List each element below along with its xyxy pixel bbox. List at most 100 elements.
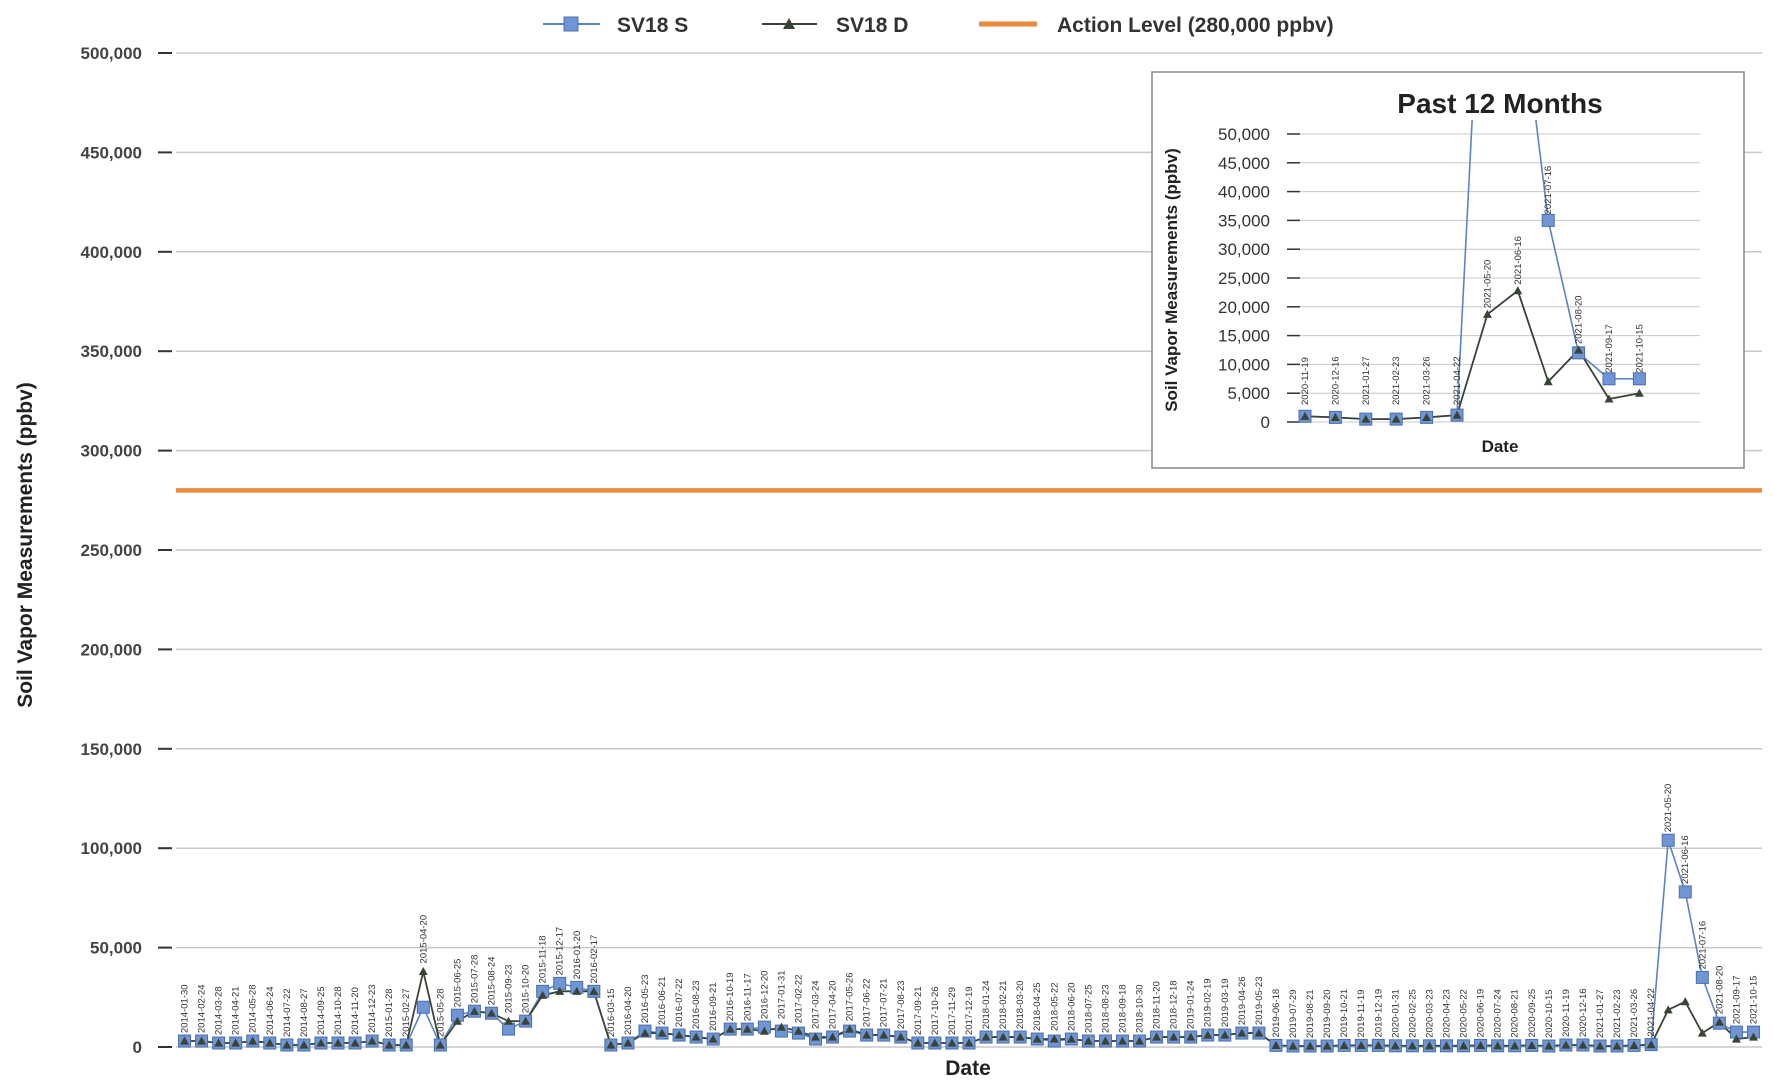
inset-sv18s-point — [1541, 213, 1555, 227]
main-date-label: 2018-09-18 — [1117, 984, 1128, 1033]
series-sv18d-point — [214, 1038, 224, 1047]
main-date-label: 2019-08-21 — [1305, 989, 1316, 1038]
series-sv18d-point — [1152, 1032, 1162, 1041]
series-sv18d-point — [282, 1040, 292, 1049]
series-sv18d-point — [811, 1032, 821, 1041]
inset-y-tick-label: 20,000 — [1218, 298, 1270, 317]
inset-sv18d-point — [1361, 414, 1371, 423]
main-date-label: 2018-12-18 — [1169, 980, 1180, 1029]
series-sv18d-point — [674, 1030, 684, 1039]
series-sv18d-point — [469, 1006, 479, 1015]
series-sv18d-point — [793, 1026, 803, 1035]
main-date-label: 2017-03-24 — [811, 980, 822, 1029]
main-date-label: 2015-10-20 — [521, 965, 532, 1014]
main-date-label: 2017-05-26 — [845, 972, 856, 1021]
series-sv18d-point — [725, 1024, 735, 1033]
inset-y-tick-label: 10,000 — [1218, 355, 1270, 374]
inset-date-label: 2020-12-16 — [1330, 356, 1341, 405]
series-sv18d-point — [1015, 1032, 1025, 1041]
main-date-label: 2017-10-26 — [930, 986, 941, 1035]
main-date-label: 2015-12-17 — [555, 927, 566, 976]
main-date-label: 2016-06-21 — [657, 976, 668, 1025]
main-y-tick-label: 350,000 — [81, 342, 142, 361]
series-sv18d-point — [418, 966, 428, 976]
inset-sv18s-point — [1602, 372, 1616, 386]
main-date-label: 2017-09-21 — [913, 986, 924, 1035]
series-sv18d-point — [1169, 1032, 1179, 1041]
main-y-tick-label: 250,000 — [81, 541, 142, 560]
main-y-tick-label: 0 — [133, 1038, 142, 1057]
main-date-label: 2014-03-28 — [214, 986, 225, 1035]
series-sv18d-point — [1493, 1041, 1503, 1050]
series-sv18s-point — [1678, 885, 1692, 899]
main-date-label: 2019-12-19 — [1373, 989, 1384, 1038]
main-date-label: 2018-03-20 — [1015, 980, 1026, 1029]
series-sv18d-point — [248, 1036, 258, 1045]
main-date-label: 2020-04-23 — [1442, 989, 1453, 1038]
series-sv18d-point — [1578, 1040, 1588, 1049]
inset-chart: Past 12 Months 0 5,000 10,000 15,000 20,000 2… — [1151, 71, 1745, 469]
main-date-label: 2016-05-23 — [640, 974, 651, 1023]
main-date-label: 2018-10-30 — [1135, 984, 1146, 1033]
main-date-label: 2014-09-25 — [316, 986, 327, 1035]
inset-sv18d-point — [1574, 345, 1584, 354]
main-date-label: 2014-08-27 — [299, 988, 310, 1037]
main-date-label: 2018-05-22 — [1049, 982, 1060, 1031]
inset-date-label: 2021-02-23 — [1391, 356, 1402, 405]
main-date-label: 2015-09-23 — [504, 965, 515, 1014]
main-date-label: 2019-11-19 — [1356, 990, 1367, 1038]
inset-date-label: 2020-11-19 — [1300, 357, 1311, 405]
series-sv18d-point — [1544, 1041, 1554, 1050]
series-sv18d-point — [1049, 1034, 1059, 1043]
main-date-label: 2015-11-18 — [538, 935, 549, 983]
main-date-label: 2016-10-19 — [725, 972, 736, 1021]
series-sv18d-point — [1459, 1041, 1469, 1050]
series-sv18d-point — [1237, 1028, 1247, 1037]
main-date-label: 2021-09-17 — [1731, 975, 1742, 1024]
inset-date-label: 2021-06-16 — [1513, 236, 1524, 285]
series-sv18d-point — [1356, 1040, 1366, 1050]
main-date-label: 2021-04-22 — [1646, 988, 1657, 1037]
inset-y-tick-label: 50,000 — [1218, 125, 1270, 144]
inset-y-axis-title: Soil Vapor Measurements (ppbv) — [1162, 148, 1181, 412]
main-date-label: 2014-12-23 — [367, 984, 378, 1033]
series-sv18d-point — [981, 1032, 991, 1041]
series-sv18d-point — [316, 1038, 326, 1047]
series-sv18d-point — [1135, 1036, 1145, 1045]
series-sv18d-point — [759, 1026, 769, 1035]
series-sv18d-point — [879, 1030, 889, 1039]
inset-sv18d-point — [1634, 388, 1644, 397]
inset-y-tick-label: 30,000 — [1218, 240, 1270, 259]
main-date-label: 2020-09-25 — [1527, 989, 1538, 1038]
main-date-label: 2016-09-21 — [708, 982, 719, 1031]
series-sv18d-point — [1595, 1041, 1605, 1050]
series-sv18d-point — [589, 986, 599, 995]
series-sv18d-point — [640, 1028, 650, 1037]
inset-sv18d-point — [1604, 394, 1614, 403]
main-date-label: 2019-10-21 — [1339, 989, 1350, 1038]
series-sv18d-point — [231, 1038, 241, 1047]
series-sv18d-point — [180, 1036, 190, 1045]
inset-date-label: 2021-05-20 — [1482, 260, 1493, 309]
main-date-label: 2019-06-18 — [1271, 989, 1282, 1038]
inset-date-label: 2021-10-15 — [1634, 324, 1645, 373]
series-sv18d-point — [572, 986, 582, 995]
series-sv18d-point — [1373, 1040, 1383, 1050]
series-sv18d-point — [555, 986, 565, 995]
main-date-label: 2014-11-20 — [350, 987, 361, 1035]
inset-sv18d-point — [1452, 410, 1462, 419]
main-date-label: 2015-01-28 — [384, 988, 395, 1037]
main-y-axis: 0 50,000 100,000 150,000 200,000 250,000 300,0… — [81, 44, 172, 1057]
series-sv18d-point — [265, 1038, 275, 1047]
main-date-label: 2019-05-23 — [1254, 976, 1265, 1025]
main-date-label: 2017-02-22 — [793, 974, 804, 1023]
series-sv18d-point — [1390, 1041, 1400, 1050]
inset-date-label: 2021-08-20 — [1574, 295, 1585, 344]
inset-y-tick-label: 15,000 — [1218, 327, 1270, 346]
legend-action-label: Action Level (280,000 ppbv) — [1057, 14, 1334, 37]
series-sv18d-point — [367, 1036, 377, 1045]
main-date-label: 2018-02-21 — [998, 980, 1009, 1029]
inset-frame — [1151, 71, 1745, 469]
main-date-label: 2017-08-23 — [896, 980, 907, 1029]
series-sv18d-point — [1663, 1005, 1673, 1014]
